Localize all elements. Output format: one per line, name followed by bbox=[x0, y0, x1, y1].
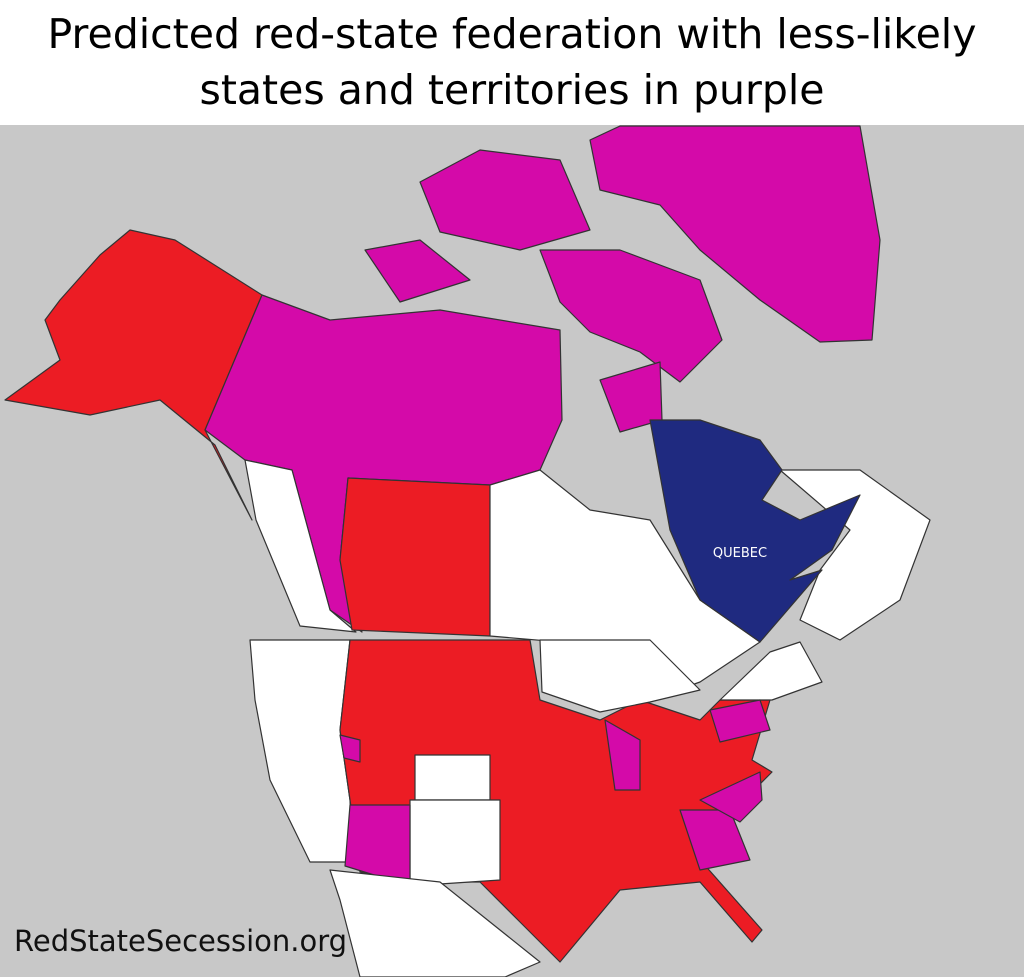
region bbox=[364, 239, 471, 303]
region bbox=[339, 477, 491, 637]
region bbox=[709, 699, 771, 743]
region bbox=[649, 419, 861, 643]
land bbox=[4, 125, 931, 977]
region bbox=[409, 799, 501, 887]
region bbox=[539, 249, 723, 383]
region bbox=[419, 149, 591, 251]
region bbox=[339, 734, 361, 763]
region bbox=[329, 869, 541, 977]
region bbox=[539, 639, 701, 713]
region-label: QUEBEC bbox=[713, 546, 767, 561]
region bbox=[414, 754, 491, 801]
region bbox=[699, 771, 763, 823]
title: Predicted red-state federation with less… bbox=[47, 10, 977, 114]
region bbox=[604, 719, 641, 791]
watermark: RedStateSecession.org bbox=[14, 924, 348, 958]
region bbox=[679, 809, 751, 871]
region bbox=[4, 229, 263, 521]
region bbox=[589, 125, 881, 343]
region bbox=[779, 469, 931, 641]
region bbox=[719, 641, 823, 701]
region bbox=[244, 459, 357, 633]
